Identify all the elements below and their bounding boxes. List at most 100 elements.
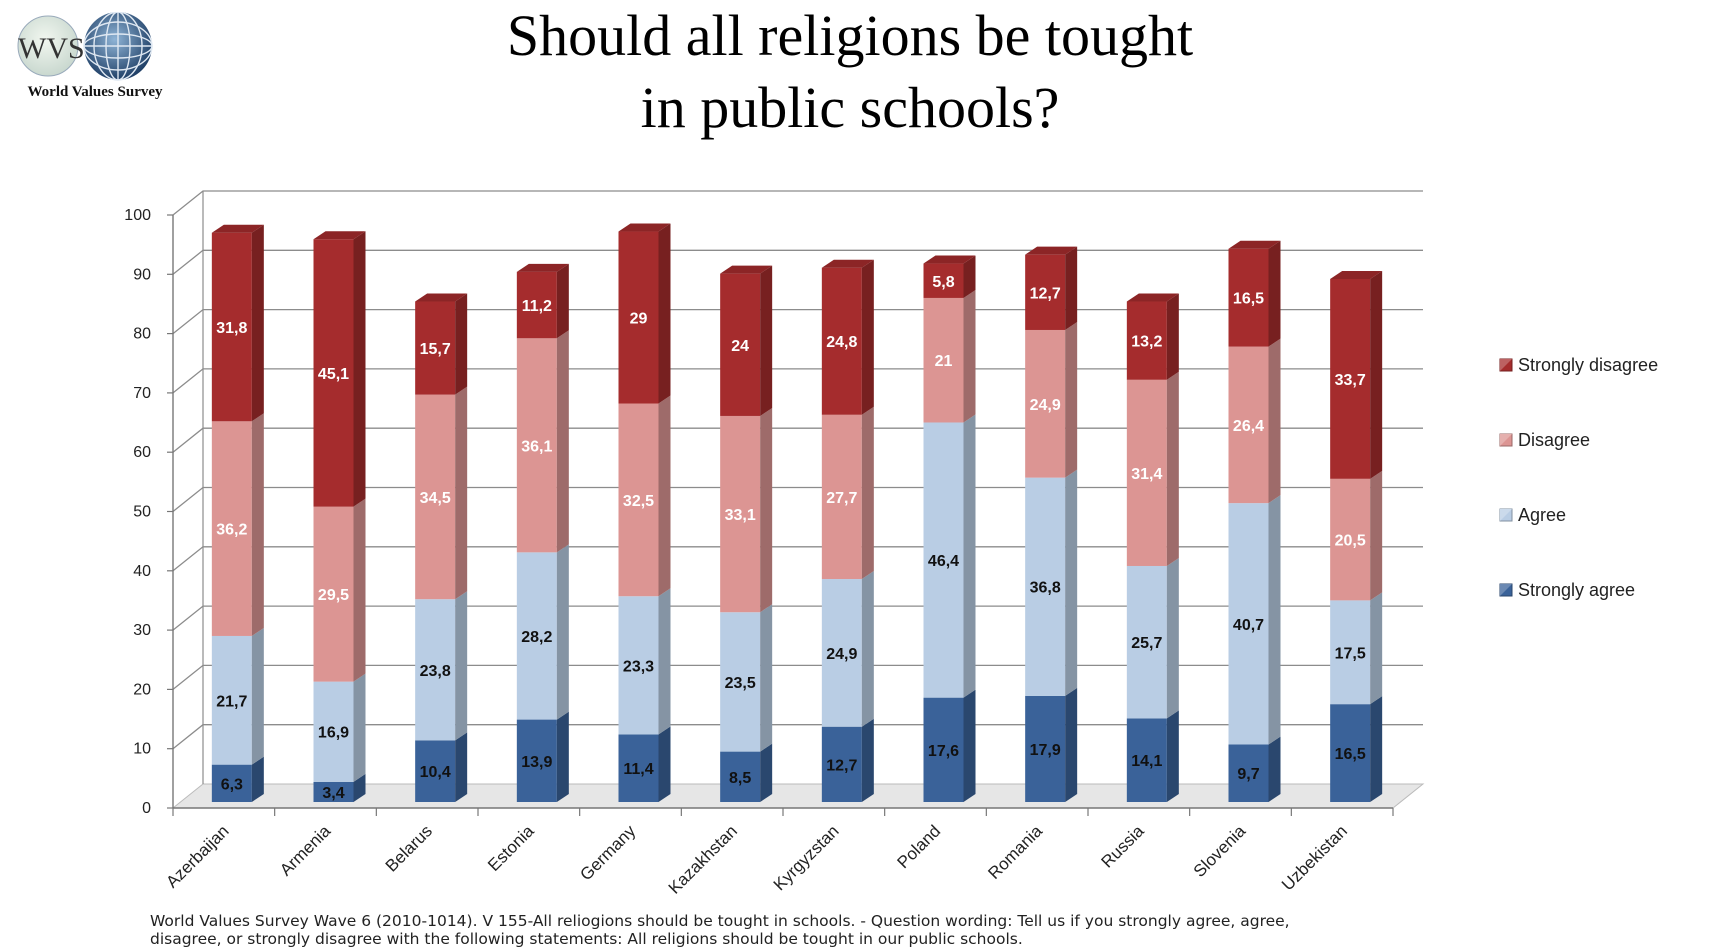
bar-disagree (821, 414, 862, 580)
bar-agree (821, 579, 862, 727)
bar-strongly-disagree (1330, 278, 1371, 479)
bar-side-agree (1065, 469, 1078, 696)
bar-strongly-disagree (821, 267, 862, 415)
chart-data-labels: 6,3 21,7 36,2 31,8 3,4 16,9 29,5 45,1 10,4 23,8 34… (216, 274, 1366, 802)
bar-disagree (1330, 478, 1371, 601)
legend-item-agree: Agree (1499, 505, 1566, 525)
legend-label-disagree: Disagree (1518, 430, 1590, 450)
data-label-agree: 23,3 (623, 658, 654, 675)
bar-side-strongly-agree (1166, 710, 1179, 802)
bar-agree (211, 635, 252, 765)
bar-stack-slovenia (1228, 240, 1281, 802)
bar-side-disagree (963, 289, 976, 423)
bar-stack-kyrgyzstan (821, 259, 874, 802)
bar-strongly-agree (1025, 695, 1066, 802)
data-label-strongly-disagree: 45,1 (318, 366, 349, 383)
bar-agree (1025, 477, 1066, 696)
data-label-disagree: 20,5 (1335, 533, 1366, 550)
page-title: Should all religions be tought in public… (300, 0, 1400, 144)
data-label-disagree: 24,9 (1030, 397, 1061, 414)
data-label-agree: 28,2 (521, 629, 552, 646)
bar-top-strongly-disagree (821, 259, 874, 268)
bar-agree (516, 552, 557, 720)
data-label-disagree: 21 (935, 353, 953, 370)
bar-stack-kazakhstan (720, 265, 773, 802)
bar-top-strongly-disagree (923, 255, 976, 264)
stacked-bar-chart: 6,3 21,7 36,2 31,8 3,4 16,9 29,5 45,1 10,4 23,8 34… (124, 190, 1658, 898)
bar-top-strongly-disagree (720, 265, 773, 274)
title-line-1: Should all religions be tought (506, 3, 1194, 68)
x-category-label: Estonia (484, 821, 538, 875)
bar-side-agree (861, 571, 874, 727)
data-label-agree: 40,7 (1233, 617, 1264, 634)
bar-side-strongly-agree (1268, 736, 1281, 802)
bar-strongly-agree (923, 697, 964, 802)
data-label-agree: 16,9 (318, 725, 349, 742)
bar-top-strongly-disagree (1126, 293, 1179, 302)
data-label-strongly-agree: 11,4 (623, 761, 653, 778)
bar-disagree (415, 394, 456, 600)
bar-side-agree (760, 604, 773, 752)
bar-side-agree (963, 414, 976, 698)
y-tick-label: 0 (142, 800, 151, 817)
gridline (172, 190, 1423, 216)
legend-label-strongly-agree: Strongly agree (1518, 580, 1635, 600)
bar-strongly-agree (1330, 704, 1371, 802)
bar-top-strongly-disagree (211, 224, 264, 233)
bar-disagree (720, 415, 761, 613)
bar-disagree (211, 421, 252, 636)
data-label-strongly-disagree: 16,5 (1233, 291, 1264, 308)
bar-side-strongly-disagree (1370, 270, 1383, 479)
bar-side-strongly-disagree (251, 224, 264, 422)
bar-top-strongly-disagree (618, 223, 671, 232)
bar-side-agree (1166, 557, 1179, 719)
bar-agree (1126, 565, 1167, 719)
data-label-disagree: 32,5 (623, 493, 654, 510)
bar-agree (923, 422, 964, 698)
data-label-agree: 17,5 (1335, 645, 1366, 662)
x-category-label: Kyrgyzstan (770, 821, 843, 894)
bar-side-strongly-disagree (556, 263, 569, 339)
data-label-strongly-disagree: 13,2 (1131, 334, 1162, 351)
data-label-strongly-disagree: 12,7 (1030, 285, 1061, 302)
x-category-label: Slovenia (1190, 821, 1250, 881)
bar-side-strongly-disagree (1065, 246, 1078, 330)
bar-stack-armenia (313, 231, 366, 802)
data-label-disagree: 31,4 (1131, 466, 1162, 483)
bar-side-disagree (251, 413, 264, 636)
data-label-strongly-disagree: 33,7 (1335, 372, 1366, 389)
bar-stack-belarus (415, 293, 468, 802)
bar-strongly-agree (516, 719, 557, 802)
bar-strongly-agree (313, 781, 354, 802)
legend-swatch-highlight (1500, 509, 1512, 521)
bar-side-strongly-agree (1370, 696, 1383, 802)
data-label-strongly-agree: 13,9 (521, 754, 552, 771)
bar-agree (618, 596, 659, 735)
bar-side-strongly-agree (1065, 687, 1078, 802)
data-label-strongly-agree: 8,5 (729, 770, 751, 787)
bar-agree (1228, 503, 1269, 745)
y-tick-label: 10 (133, 741, 151, 758)
data-label-strongly-agree: 10,4 (420, 764, 451, 781)
bar-strongly-disagree (313, 239, 354, 507)
bar-top-strongly-disagree (1025, 246, 1078, 255)
bar-side-agree (1370, 592, 1383, 705)
data-label-strongly-agree: 16,5 (1335, 746, 1366, 763)
bar-side-strongly-disagree (963, 255, 976, 298)
bar-stack-romania (1025, 246, 1078, 802)
bar-side-disagree (861, 406, 874, 580)
footnote: World Values Survey Wave 6 (2010-1014). … (150, 912, 1450, 948)
bar-side-strongly-disagree (1166, 293, 1179, 380)
data-label-strongly-disagree: 5,8 (932, 274, 954, 291)
data-label-strongly-agree: 3,4 (322, 785, 344, 802)
bar-stack-germany (618, 223, 671, 802)
data-label-strongly-agree: 6,3 (221, 776, 243, 793)
bar-side-strongly-disagree (1268, 240, 1281, 347)
bar-side-agree (455, 591, 468, 741)
bar-side-agree (556, 544, 569, 720)
bar-disagree (1228, 346, 1269, 504)
y-tick-label: 100 (124, 207, 151, 224)
bar-stack-estonia (516, 263, 569, 802)
data-label-strongly-disagree: 15,7 (420, 341, 451, 358)
data-label-disagree: 27,7 (826, 490, 857, 507)
